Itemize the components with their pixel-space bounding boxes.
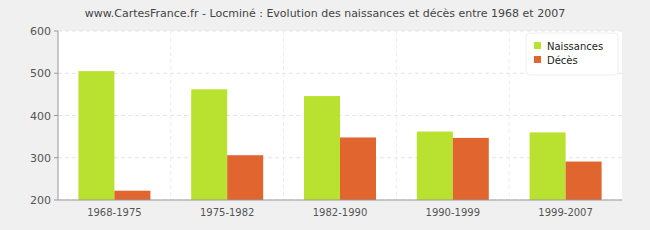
bars bbox=[78, 71, 601, 200]
x-tick-label: 1968-1975 bbox=[87, 207, 142, 218]
bar bbox=[340, 137, 376, 200]
bar bbox=[304, 96, 340, 200]
y-tick bbox=[54, 73, 58, 74]
grid-line bbox=[58, 200, 622, 201]
bar bbox=[78, 71, 114, 200]
legend-box bbox=[526, 33, 618, 75]
y-tick-label: 200 bbox=[30, 194, 51, 207]
plot-area bbox=[58, 31, 622, 200]
grid-line bbox=[58, 31, 622, 32]
bar bbox=[566, 162, 602, 200]
y-tick bbox=[54, 200, 58, 201]
x-tick-label: 1990-1999 bbox=[426, 207, 481, 218]
legend-swatch bbox=[534, 56, 541, 63]
legend: Naissances Décès bbox=[526, 33, 618, 75]
legend-swatch bbox=[534, 42, 541, 49]
title: www.CartesFrance.fr - Locminé : Evolutio… bbox=[85, 7, 565, 20]
y-tick bbox=[54, 157, 58, 158]
bar bbox=[530, 132, 566, 200]
x-tick-label: 1999-2007 bbox=[538, 207, 593, 218]
x-axis bbox=[58, 200, 622, 201]
x-tick-label: 1982-1990 bbox=[313, 207, 368, 218]
background bbox=[0, 0, 650, 230]
y-tick-label: 600 bbox=[30, 25, 51, 38]
y-tick-label: 500 bbox=[30, 67, 51, 80]
grid-line-vertical bbox=[509, 31, 510, 200]
grid-line-vertical bbox=[396, 31, 397, 200]
legend-label: Naissances bbox=[547, 41, 603, 52]
chart-svg: www.CartesFrance.fr - Locminé : Evolutio… bbox=[0, 0, 650, 230]
chart-root: www.CartesFrance.fr - Locminé : Evolutio… bbox=[0, 0, 650, 230]
bar bbox=[114, 191, 150, 200]
grid-line-vertical bbox=[283, 31, 284, 200]
grid-line-vertical bbox=[170, 31, 171, 200]
bar bbox=[417, 132, 453, 200]
y-tick bbox=[54, 31, 58, 32]
bar bbox=[453, 138, 489, 200]
bar bbox=[227, 155, 263, 200]
y-tick-label: 300 bbox=[30, 152, 51, 165]
y-tick bbox=[54, 115, 58, 116]
x-tick-label: 1975-1982 bbox=[200, 207, 255, 218]
y-tick-label: 400 bbox=[30, 110, 51, 123]
legend-label: Décès bbox=[547, 55, 578, 66]
bar bbox=[191, 89, 227, 200]
